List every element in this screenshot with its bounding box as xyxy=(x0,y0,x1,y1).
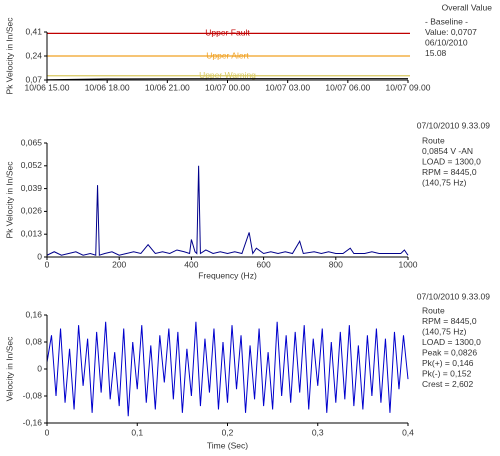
x-tick-label: 10/07 09.00 xyxy=(386,82,431,92)
series-line xyxy=(46,78,408,81)
info-line: (140,75 Hz) xyxy=(422,326,467,336)
x-tick-label: 0,3 xyxy=(312,427,324,437)
info-line: Peak = 0,0826 xyxy=(422,347,477,357)
series-line xyxy=(46,165,409,256)
y-tick-label: -0,08 xyxy=(23,390,43,400)
x-tick-label: 10/06 18.00 xyxy=(85,82,130,92)
x-tick-label: 0,4 xyxy=(402,427,414,437)
info-line: Crest = 2,602 xyxy=(422,379,474,389)
info-line: Pk(-) = 0,152 xyxy=(422,368,472,378)
timestamp: 07/10/2010 9.33.09 xyxy=(417,120,491,130)
y-tick-label: 0,07 xyxy=(25,74,42,84)
y-tick-label: 0,065 xyxy=(21,137,43,147)
info-line: 15.08 xyxy=(425,48,447,58)
y-tick-label: 0,41 xyxy=(25,26,42,36)
info-line: LOAD = 1300,0 xyxy=(422,337,481,347)
x-tick-label: 1000 xyxy=(399,259,418,269)
y-axis-title: Velocity in In/Sec xyxy=(4,336,14,401)
x-tick-label: 10/06 21.00 xyxy=(145,82,190,92)
y-tick-label: -0,16 xyxy=(23,417,43,427)
y-axis-title: Pk Velocity in In/Sec xyxy=(4,161,14,239)
info-line: - Baseline - xyxy=(425,16,468,26)
info-line: RPM = 8445,0 xyxy=(422,167,477,177)
info-line: Route xyxy=(422,305,445,315)
info-line: RPM = 8445,0 xyxy=(422,316,477,326)
x-tick-label: 0 xyxy=(45,259,50,269)
x-tick-label: 10/07 03.00 xyxy=(265,82,310,92)
x-tick-label: 800 xyxy=(329,259,343,269)
timestamp: 07/10/2010 9.33.09 xyxy=(417,291,491,301)
x-tick-label: 0,2 xyxy=(222,427,234,437)
y-tick-label: 0,24 xyxy=(25,50,42,60)
x-tick-label: 0 xyxy=(45,427,50,437)
x-axis-title: Frequency (Hz) xyxy=(198,270,257,280)
y-tick-label: 0 xyxy=(37,363,42,373)
threshold-label: Upper Warning xyxy=(199,70,256,80)
series-line xyxy=(46,321,409,417)
x-tick-label: 0,1 xyxy=(131,427,143,437)
y-tick-label: 0,16 xyxy=(25,309,42,319)
x-tick-label: 10/07 06.00 xyxy=(325,82,370,92)
info-line: LOAD = 1300,0 xyxy=(422,156,481,166)
panel-title: Overall Value xyxy=(442,2,493,12)
threshold-label: Upper Alert xyxy=(206,50,249,60)
y-tick-label: 0,039 xyxy=(21,183,43,193)
y-axis-title: Pk Velocity in In/Sec xyxy=(4,17,14,95)
info-line: Value: 0,0707 xyxy=(425,27,477,37)
x-axis-title: Time (Sec) xyxy=(207,440,248,450)
threshold-label: Upper Fault xyxy=(205,28,250,38)
x-tick-label: 600 xyxy=(257,259,271,269)
info-line: 0,0854 V -AN xyxy=(422,146,473,156)
y-tick-label: 0,026 xyxy=(21,206,43,216)
info-line: Pk(+) = 0,146 xyxy=(422,358,474,368)
info-line: Route xyxy=(422,135,445,145)
y-tick-label: 0,08 xyxy=(25,336,42,346)
info-line: 06/10/2010 xyxy=(425,37,468,47)
y-tick-label: 0,052 xyxy=(21,160,43,170)
x-tick-label: 200 xyxy=(112,259,126,269)
x-tick-label: 10/07 00.00 xyxy=(205,82,250,92)
x-tick-label: 10/06 15.00 xyxy=(25,82,70,92)
y-tick-label: 0,013 xyxy=(21,228,43,238)
info-line: (140,75 Hz) xyxy=(422,177,467,187)
y-tick-label: 0 xyxy=(37,251,42,261)
x-tick-label: 400 xyxy=(184,259,198,269)
